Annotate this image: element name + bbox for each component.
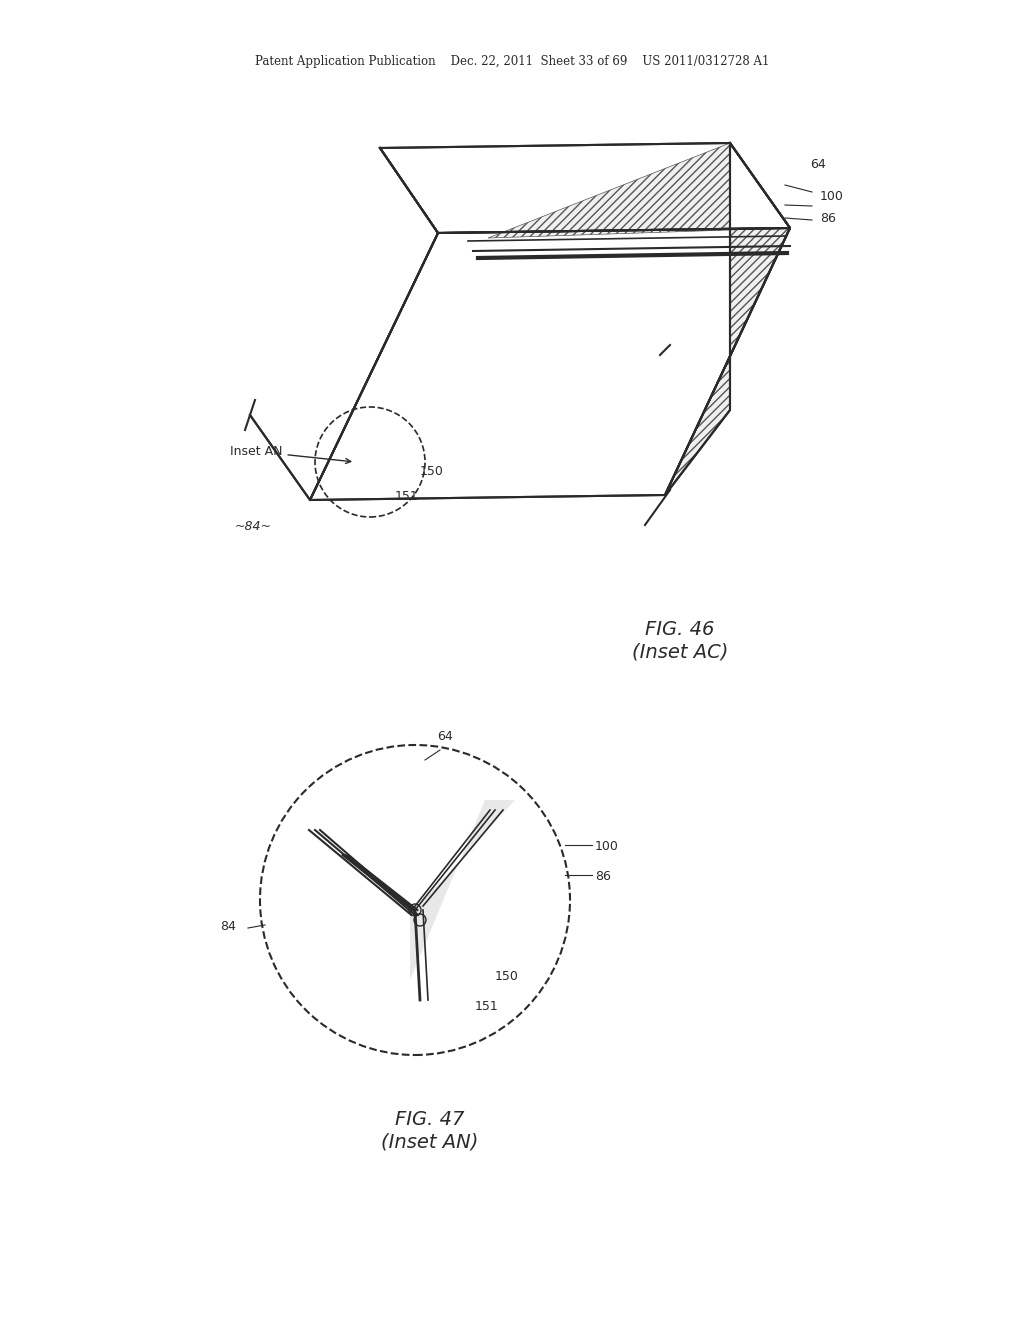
Text: ~84~: ~84~ (234, 520, 272, 533)
Polygon shape (410, 800, 515, 979)
Polygon shape (488, 143, 790, 495)
Text: 64: 64 (810, 158, 825, 172)
Text: Patent Application Publication    Dec. 22, 2011  Sheet 33 of 69    US 2011/03127: Patent Application Publication Dec. 22, … (255, 55, 769, 69)
Text: FIG. 47
(Inset AN): FIG. 47 (Inset AN) (381, 1110, 478, 1151)
Text: 150: 150 (495, 970, 519, 983)
Text: 150: 150 (420, 465, 443, 478)
Text: 86: 86 (820, 213, 836, 224)
Text: 84: 84 (220, 920, 236, 933)
Text: 100: 100 (820, 190, 844, 203)
Text: 100: 100 (595, 840, 618, 853)
Text: Inset AN: Inset AN (230, 445, 350, 463)
Text: 151: 151 (395, 490, 419, 503)
Text: 64: 64 (437, 730, 453, 743)
Text: FIG. 46
(Inset AC): FIG. 46 (Inset AC) (632, 620, 728, 661)
Text: 151: 151 (475, 1001, 499, 1012)
Text: 86: 86 (595, 870, 611, 883)
Circle shape (260, 744, 570, 1055)
